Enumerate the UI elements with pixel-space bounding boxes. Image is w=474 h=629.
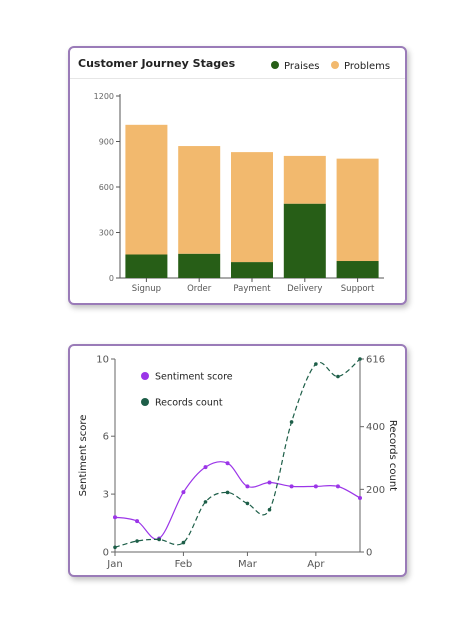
sentiment-score-point-1 [135, 519, 140, 524]
records-count-point-3 [181, 540, 186, 545]
sentiment-chart-card: 0 3 6 10 0 200 400 616 Jan Feb Mar Apr Sentiment sco… [68, 344, 407, 577]
sentiment-score-point-9 [313, 484, 318, 489]
records-count-point-10 [336, 374, 340, 379]
records-count-point-4 [203, 500, 208, 504]
records-count-point-5 [225, 490, 230, 495]
bar-problems-order [178, 146, 221, 254]
sentiment-score-point-7 [267, 480, 272, 485]
x-tick-label-3: Apr [307, 559, 325, 570]
left-tick-label-0: 0 [103, 548, 109, 559]
legend-label-1: Problems [344, 61, 390, 72]
records-count-point-7 [267, 507, 272, 512]
left-tick-label-2: 6 [103, 432, 109, 443]
right-tick-label-0: 0 [366, 548, 372, 559]
right-tick-label-1: 200 [366, 485, 385, 496]
x-tick-label-0: Signup [132, 284, 161, 294]
legend-swatch-0 [141, 372, 149, 380]
legend-swatch-1 [141, 398, 149, 406]
bar-praises-order [178, 253, 221, 278]
legend-label-1: Records count [155, 398, 223, 409]
sentiment-score-point-4 [203, 465, 208, 470]
bar-praises-signup [125, 254, 168, 278]
records-count-line [114, 358, 361, 548]
legend-label-0: Sentiment score [155, 372, 233, 383]
left-tick-label-1: 3 [103, 490, 109, 501]
bar-problems-support [336, 158, 379, 262]
bar-praises-delivery [283, 203, 326, 278]
chart-title: Customer Journey Stages [78, 57, 236, 70]
records-count-point-9 [314, 362, 318, 366]
bar-problems-delivery [283, 155, 326, 204]
legend-swatch-1 [331, 61, 339, 69]
x-tick-label-2: Payment [233, 284, 271, 294]
x-tick-label-0: Jan [106, 559, 122, 570]
sentiment-score-point-10 [335, 484, 340, 489]
left-tick-label-3: 10 [96, 355, 109, 366]
records-count-point-2 [157, 537, 161, 542]
sentiment-score-point-0 [113, 515, 117, 520]
left-axis-title: Sentiment score [78, 415, 89, 497]
stacked-bar-chart: Praises Problems 0 300 600 900 1200 Signup Order… [94, 61, 390, 294]
sentiment-score-point-3 [181, 490, 186, 495]
right-tick-label-2: 400 [366, 422, 385, 433]
legend-label-0: Praises [284, 61, 319, 72]
y-tick-label-1: 300 [99, 229, 114, 238]
dual-axis-line-chart: 0 3 6 10 0 200 400 616 Jan Feb Mar Apr Sentiment sco… [78, 355, 398, 571]
y-tick-label-3: 900 [99, 138, 114, 147]
x-tick-label-1: Feb [175, 559, 193, 570]
x-tick-label-4: Support [341, 284, 375, 294]
bar-praises-payment [231, 262, 273, 278]
sentiment-score-point-11 [358, 495, 362, 500]
bar-problems-signup [125, 124, 168, 255]
x-tick-label-3: Delivery [287, 284, 322, 294]
sentiment-score-point-6 [245, 484, 250, 489]
sentiment-score-line [114, 461, 361, 540]
x-tick-label-2: Mar [238, 559, 258, 570]
stages-chart-card: Customer Journey Stages Praises Problems 0… [68, 46, 407, 305]
legend-swatch-0 [271, 61, 279, 69]
x-tick-label-1: Order [187, 284, 212, 294]
right-axis-title: Records count [387, 420, 398, 491]
y-tick-label-2: 600 [99, 183, 114, 192]
sentiment-score-point-8 [289, 484, 294, 489]
records-count-point-0 [113, 545, 117, 550]
records-count-point-1 [135, 539, 139, 543]
sentiment-score-point-5 [225, 461, 230, 466]
right-tick-label-3: 616 [366, 355, 385, 366]
y-tick-label-4: 1200 [94, 92, 114, 101]
bar-praises-support [336, 261, 379, 278]
bar-problems-payment [231, 152, 273, 263]
y-tick-label-0: 0 [109, 274, 114, 283]
records-count-point-11 [358, 357, 362, 361]
records-count-point-6 [245, 501, 250, 506]
records-count-point-8 [289, 420, 294, 424]
title-divider [70, 78, 405, 79]
